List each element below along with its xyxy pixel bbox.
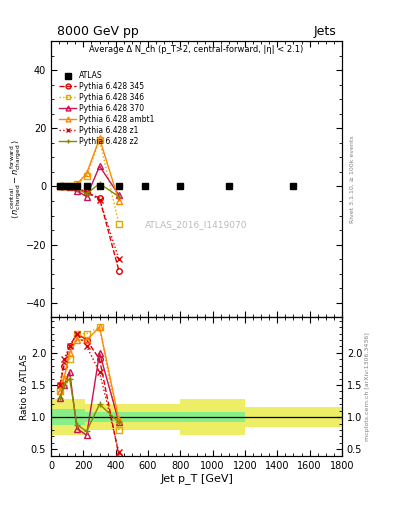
- Y-axis label: mcplots.cern.ch [arXiv:1306.3436]: mcplots.cern.ch [arXiv:1306.3436]: [365, 332, 370, 441]
- X-axis label: Jet p_T [GeV]: Jet p_T [GeV]: [160, 473, 233, 484]
- Legend: ATLAS, Pythia 6.428 345, Pythia 6.428 346, Pythia 6.428 370, Pythia 6.428 ambt1,: ATLAS, Pythia 6.428 345, Pythia 6.428 34…: [58, 70, 156, 147]
- Text: ATLAS_2016_I1419070: ATLAS_2016_I1419070: [145, 220, 248, 229]
- Y-axis label: Ratio to ATLAS: Ratio to ATLAS: [20, 354, 29, 419]
- Text: Jets: Jets: [313, 25, 336, 38]
- Y-axis label: Rivet 3.1.10, ≥ 100k events: Rivet 3.1.10, ≥ 100k events: [349, 135, 354, 223]
- Text: 8000 GeV pp: 8000 GeV pp: [57, 25, 139, 38]
- Text: Average Δ N_ch (p_T>2, central-forward, |η| < 2.1): Average Δ N_ch (p_T>2, central-forward, …: [89, 45, 304, 54]
- Y-axis label: $\langle\, n^{\rm central}_{\rm charged} - n^{\rm forward}_{\rm charged}\,\rangl: $\langle\, n^{\rm central}_{\rm charged}…: [9, 139, 24, 219]
